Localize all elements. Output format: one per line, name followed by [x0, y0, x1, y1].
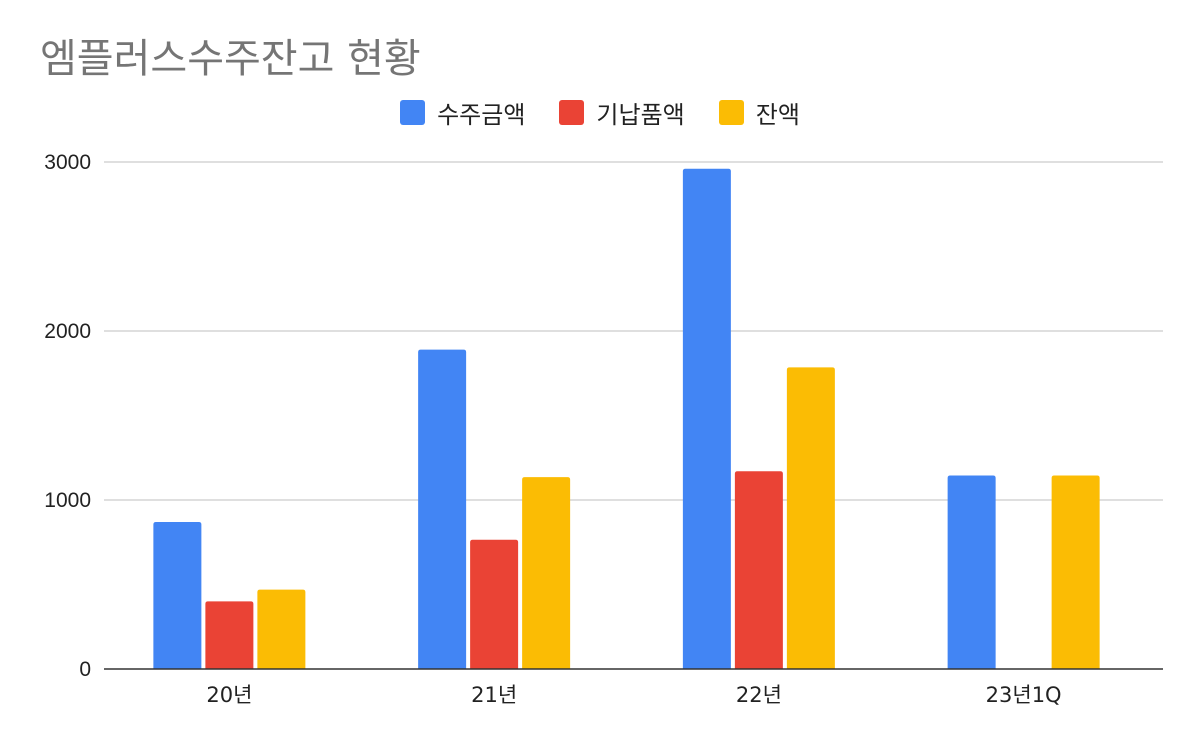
x-category-label: 23년1Q: [986, 683, 1062, 707]
legend-swatch-balance: [718, 99, 744, 125]
legend-swatch-order-amount: [400, 99, 426, 125]
legend-label-balance: 잔액: [755, 100, 800, 129]
bar-balance: [786, 367, 835, 669]
y-tick-label: 0: [79, 658, 91, 681]
legend-item-order-amount: 수주금액: [400, 95, 525, 130]
bar-order-amount: [682, 168, 731, 669]
x-category-label: 20년: [206, 683, 252, 707]
y-tick-label: 2000: [44, 320, 91, 343]
y-tick-label: 3000: [44, 151, 91, 174]
bar-balance: [522, 477, 571, 669]
legend-label-delivered-amount: 기납품액: [596, 100, 685, 129]
x-category-label: 22년: [736, 683, 782, 707]
legend-item-delivered-amount: 기납품액: [559, 95, 685, 130]
y-tick-label: 1000: [44, 489, 91, 512]
bar-order-amount: [153, 521, 202, 669]
bar-delivered-amount: [470, 539, 519, 669]
chart-title: 엠플러스수주잔고 현황: [40, 36, 421, 82]
bar-delivered-amount: [205, 601, 254, 669]
x-category-label: 21년: [471, 683, 517, 707]
bar-balance: [257, 589, 306, 669]
bar-order-amount: [418, 349, 467, 669]
bar-order-amount: [947, 475, 996, 669]
chart-legend: 수주금액 기납품액 잔액: [0, 95, 1200, 130]
bar-balance: [1051, 475, 1100, 669]
legend-swatch-delivered-amount: [559, 99, 585, 125]
legend-label-order-amount: 수주금액: [437, 100, 526, 129]
bar-delivered-amount: [734, 471, 783, 669]
legend-item-balance: 잔액: [718, 95, 800, 130]
